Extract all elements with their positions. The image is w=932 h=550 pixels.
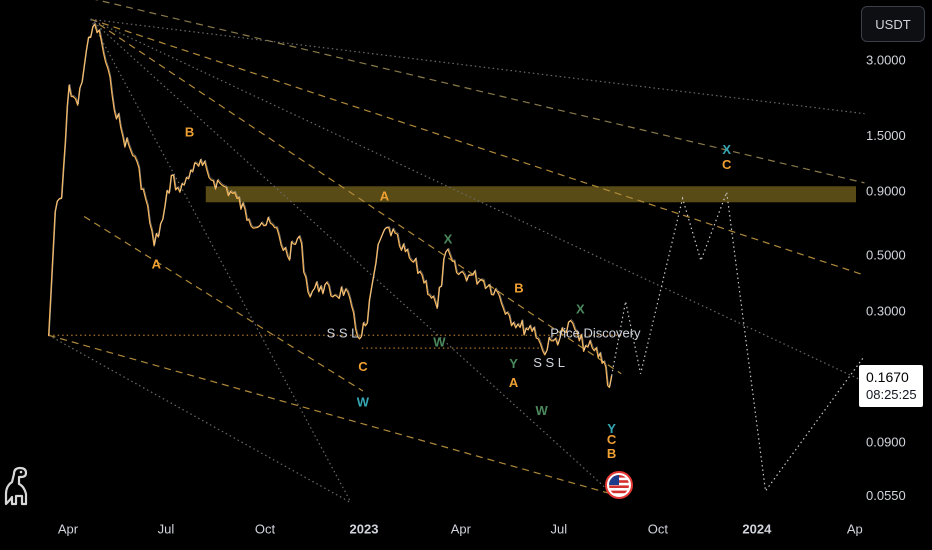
x-tick-label: 2024 — [742, 521, 772, 536]
y-tick-label: 1.5000 — [866, 128, 906, 143]
zones-layer — [205, 186, 857, 203]
x-tick-label: Apr — [58, 521, 79, 536]
y-tick-label: 3.0000 — [866, 52, 906, 67]
wave-label: C — [607, 432, 617, 447]
y-tick-label: 0.9000 — [866, 184, 906, 199]
resistance-zone — [205, 186, 857, 203]
trendline — [90, 18, 614, 495]
chart-annotation: S S L — [327, 325, 359, 340]
trendline — [90, 18, 865, 383]
wave-label: Y — [607, 421, 616, 436]
us-flag-event-icon[interactable] — [605, 471, 633, 499]
wave-label: X — [576, 301, 585, 316]
dinosaur-logo-icon[interactable] — [2, 464, 30, 506]
x-tick-label: Jul — [158, 521, 175, 536]
price-line-highlight — [49, 22, 613, 387]
x-tick-label: Ap — [847, 521, 863, 536]
currency-button[interactable]: USDT — [861, 6, 925, 42]
wave-label: B — [514, 280, 523, 295]
wave-label: C — [358, 359, 368, 374]
trendline — [98, 23, 622, 375]
y-tick-label: 0.0550 — [866, 488, 906, 503]
wave-label: C — [722, 157, 732, 172]
x-tick-label: Oct — [648, 521, 669, 536]
y-tick-label: 0.0900 — [866, 434, 906, 449]
last-price: 0.1670 — [866, 369, 909, 385]
currency-label: USDT — [875, 16, 911, 32]
wave-label: B — [185, 124, 194, 139]
x-tick-label: 2023 — [350, 521, 379, 536]
wave-label: W — [433, 335, 446, 350]
chart-annotation: Price Discovery — [550, 325, 641, 340]
chart-annotation: S S L — [533, 355, 565, 370]
x-tick-label: Jul — [551, 521, 568, 536]
wave-label: W — [357, 394, 370, 409]
y-tick-label: 0.5000 — [866, 248, 906, 263]
annotations-layer: Price Discovery S S L S S L — [327, 325, 641, 369]
bar-countdown: 08:25:25 — [866, 387, 917, 402]
price-series-layer — [47, 22, 613, 389]
wave-label: B — [607, 446, 616, 461]
wave-label: A — [380, 189, 390, 204]
trendline — [48, 334, 613, 495]
wave-label: W — [535, 403, 548, 418]
trendline — [83, 215, 364, 392]
wave-label: Y — [509, 356, 518, 371]
y-axis[interactable]: 3.0000 1.5000 0.9000 0.5000 0.3000 0.0900 0.05… — [866, 52, 906, 503]
trendlines-layer — [48, 0, 865, 504]
trendline — [90, 18, 352, 504]
x-tick-label: Apr — [451, 521, 472, 536]
trendline — [94, 0, 865, 184]
last-price-tag: 0.1670 08:25:25 — [859, 365, 923, 407]
wave-label: A — [152, 257, 162, 272]
wave-label: X — [722, 142, 731, 157]
trendline — [90, 18, 865, 276]
x-axis[interactable]: Apr Jul Oct 2023 Apr Jul Oct 2024 Ap — [58, 521, 863, 536]
x-tick-label: Oct — [255, 521, 276, 536]
trendline — [48, 334, 352, 504]
wave-label: A — [509, 375, 519, 390]
y-tick-label: 0.3000 — [866, 303, 906, 318]
wave-label: X — [444, 231, 453, 246]
